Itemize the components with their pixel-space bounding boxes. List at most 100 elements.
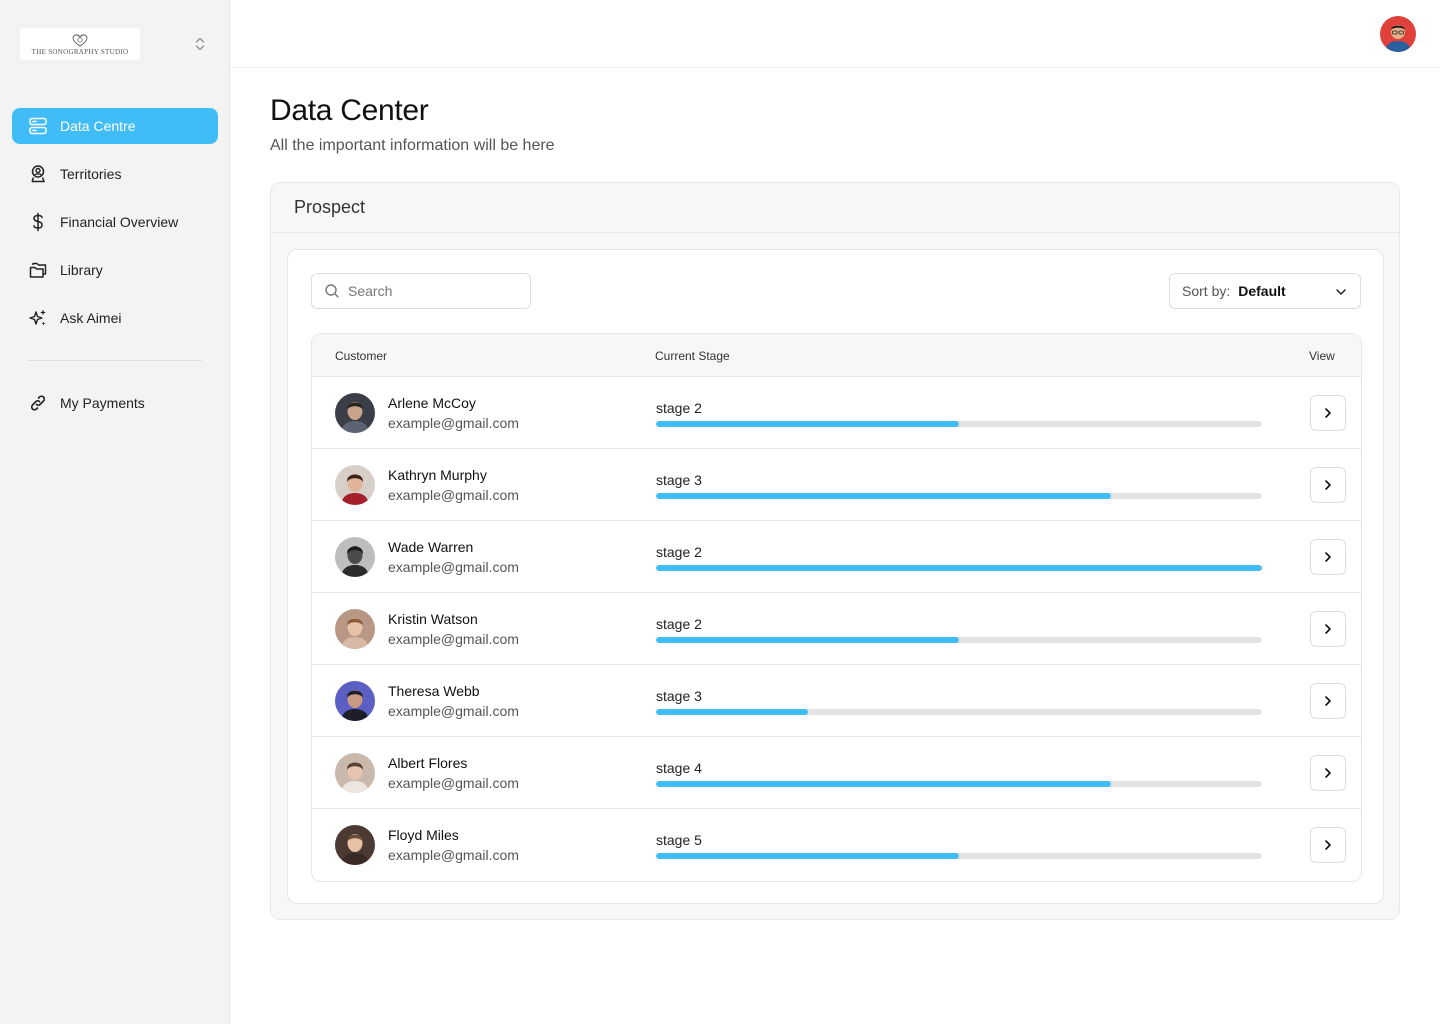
column-header-view: View xyxy=(1309,349,1335,363)
customer-avatar xyxy=(335,393,375,433)
sort-dropdown[interactable]: Sort by: Default xyxy=(1169,273,1361,309)
table-row: Kristin Watson example@gmail.com stage 2 xyxy=(312,593,1361,665)
view-button[interactable] xyxy=(1310,827,1346,863)
server-icon xyxy=(28,116,48,136)
stage-progress-bar xyxy=(656,709,1262,715)
customer-name: Albert Flores xyxy=(388,755,468,771)
table-header: Customer Current Stage View xyxy=(312,334,1361,377)
sidebar-item-label: Library xyxy=(60,262,103,278)
customer-email: example@gmail.com xyxy=(388,703,519,719)
stage-progress-fill xyxy=(656,853,959,859)
customer-name: Wade Warren xyxy=(388,539,474,555)
stage-progress-bar xyxy=(656,781,1262,787)
stage-label: stage 5 xyxy=(656,832,702,848)
search-input[interactable] xyxy=(348,283,518,299)
view-button[interactable] xyxy=(1310,467,1346,503)
chevron-down-icon xyxy=(1336,289,1346,295)
customer-avatar xyxy=(335,609,375,649)
user-avatar[interactable] xyxy=(1380,16,1416,52)
customer-avatar xyxy=(335,753,375,793)
sidebar-item-label: Ask Aimei xyxy=(60,310,122,326)
customer-name: Theresa Webb xyxy=(388,683,480,699)
prospect-table: Customer Current Stage View Arlene McCoy… xyxy=(311,333,1362,882)
sort-value: Default xyxy=(1238,283,1286,299)
customer-avatar xyxy=(335,825,375,865)
chevron-right-icon xyxy=(1325,624,1331,634)
sidebar-item-financial-overview[interactable]: Financial Overview xyxy=(12,204,218,240)
column-header-customer[interactable]: Customer xyxy=(335,349,388,363)
page-title: Data Center xyxy=(270,94,429,127)
customer-avatar xyxy=(335,465,375,505)
stage-label: stage 3 xyxy=(656,472,702,488)
view-button[interactable] xyxy=(1310,539,1346,575)
stage-label: stage 2 xyxy=(656,616,702,632)
customer-email: example@gmail.com xyxy=(388,631,519,647)
stage-progress-fill xyxy=(656,781,1111,787)
prospect-panel: Prospect Sort by: Default Customer Curre… xyxy=(270,182,1400,920)
customer-email: example@gmail.com xyxy=(388,559,519,575)
chevron-right-icon xyxy=(1325,408,1331,418)
customer-name: Floyd Miles xyxy=(388,827,459,843)
table-row: Kathryn Murphy example@gmail.com stage 3 xyxy=(312,449,1361,521)
customer-email: example@gmail.com xyxy=(388,487,519,503)
table-row: Floyd Miles example@gmail.com stage 5 xyxy=(312,809,1361,881)
column-header-stage[interactable]: Current Stage xyxy=(655,349,730,363)
sidebar-item-ask-aimei[interactable]: Ask Aimei xyxy=(12,300,218,336)
sidebar-nav: Data Centre Territories Financial Over xyxy=(12,108,218,348)
stage-progress-fill xyxy=(656,565,1262,571)
stage-progress-bar xyxy=(656,853,1262,859)
search-icon xyxy=(325,284,339,298)
sort-label: Sort by: xyxy=(1182,283,1231,299)
customer-name: Kristin Watson xyxy=(388,611,478,627)
view-button[interactable] xyxy=(1310,611,1346,647)
page-subtitle: All the important information will be he… xyxy=(270,137,555,154)
stage-progress-bar xyxy=(656,421,1262,427)
view-button[interactable] xyxy=(1310,683,1346,719)
stage-label: stage 2 xyxy=(656,544,702,560)
view-button[interactable] xyxy=(1310,755,1346,791)
table-row: Albert Flores example@gmail.com stage 4 xyxy=(312,737,1361,809)
customer-email: example@gmail.com xyxy=(388,775,519,791)
top-bar xyxy=(230,0,1440,68)
sidebar-divider xyxy=(28,360,202,361)
brand-name: THE SONOGRAPHY STUDIO xyxy=(31,47,129,56)
map-pin-user-icon xyxy=(28,164,48,184)
brand-logo[interactable]: THE SONOGRAPHY STUDIO xyxy=(20,28,140,60)
table-body: Arlene McCoy example@gmail.com stage 2 Kath… xyxy=(312,377,1361,881)
stage-progress-bar xyxy=(656,565,1262,571)
table-row: Theresa Webb example@gmail.com stage 3 xyxy=(312,665,1361,737)
stage-progress-fill xyxy=(656,709,808,715)
sidebar-item-my-payments[interactable]: My Payments xyxy=(12,385,218,421)
chevron-right-icon xyxy=(1325,696,1331,706)
table-row: Wade Warren example@gmail.com stage 2 xyxy=(312,521,1361,593)
customer-name: Kathryn Murphy xyxy=(388,467,487,483)
customer-email: example@gmail.com xyxy=(388,847,519,863)
sidebar-item-library[interactable]: Library xyxy=(12,252,218,288)
chevron-up-down-icon[interactable] xyxy=(190,34,210,54)
sidebar-secondary-nav: My Payments xyxy=(12,385,218,433)
chevron-right-icon xyxy=(1325,840,1331,850)
link-icon xyxy=(28,393,48,413)
view-button[interactable] xyxy=(1310,395,1346,431)
sidebar-item-territories[interactable]: Territories xyxy=(12,156,218,192)
stage-progress-bar xyxy=(656,637,1262,643)
stage-progress-bar xyxy=(656,493,1262,499)
sidebar-item-label: Financial Overview xyxy=(60,214,179,230)
stage-progress-fill xyxy=(656,493,1111,499)
stage-label: stage 4 xyxy=(656,760,702,776)
customer-email: example@gmail.com xyxy=(388,415,519,431)
sidebar-item-data-centre[interactable]: Data Centre xyxy=(12,108,218,144)
stage-progress-fill xyxy=(656,637,959,643)
chevron-right-icon xyxy=(1325,552,1331,562)
panel-title: Prospect xyxy=(294,197,366,217)
sidebar-item-label: Territories xyxy=(60,166,122,182)
heart-logo-icon xyxy=(72,33,88,47)
stage-label: stage 2 xyxy=(656,400,702,416)
sidebar: THE SONOGRAPHY STUDIO Data Centre xyxy=(0,0,230,1024)
customer-name: Arlene McCoy xyxy=(388,395,476,411)
sidebar-item-label: My Payments xyxy=(60,395,145,411)
search-box[interactable] xyxy=(311,273,531,309)
sidebar-item-label: Data Centre xyxy=(60,118,136,134)
customer-avatar xyxy=(335,537,375,577)
sparkles-icon xyxy=(28,308,48,328)
